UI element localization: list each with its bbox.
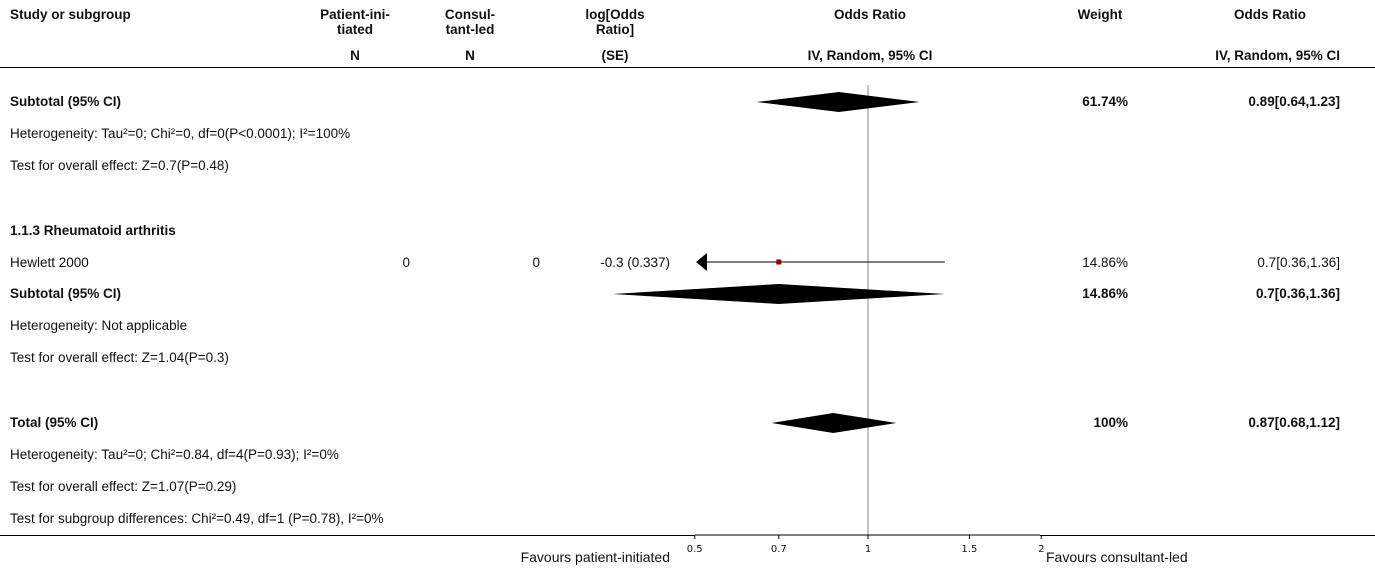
column-header-weight: Weight [1077,7,1123,22]
column-header-n2: N [465,48,475,63]
column-header-n1: N [350,48,360,63]
footer-divider-right [1040,535,1375,536]
column-header-estimate-line1: log[Odds [585,7,645,22]
column-header-group1-line1: Patient-ini- [320,7,390,22]
subtotal-1-ci: 0.89[0.64,1.23] [1248,94,1340,109]
summary-diamond [756,92,920,112]
total-overall-effect: Test for overall effect: Z=1.07(P=0.29) [10,479,237,494]
header-divider [0,67,1375,68]
x-tick-label: 1.5 [961,544,977,555]
column-header-group2-line1: Consul- [444,7,496,22]
column-header-or-method: IV, Random, 95% CI [1215,48,1340,63]
summary-diamond [612,284,945,304]
x-tick-label: 2 [1038,544,1044,555]
x-tick-label: 0.5 [687,544,703,555]
study-label: Hewlett 2000 [10,255,89,270]
subtotal-1-overall-effect: Test for overall effect: Z=0.7(P=0.48) [10,158,229,173]
total-label: Total (95% CI) [10,415,99,430]
subtotal-1-weight: 61.74% [1082,94,1128,109]
column-header-group1-line2: tiated [336,22,373,37]
column-header-se: (SE) [601,48,629,63]
point-estimate [776,259,782,265]
subgroup-differences-test: Test for subgroup differences: Chi²=0.49… [10,511,384,526]
subtotal-2-weight: 14.86% [1082,286,1128,301]
study-weight: 14.86% [1082,255,1128,270]
study-n1: 0 [402,255,410,270]
column-header-estimate-line2: Ratio] [595,22,635,37]
x-tick-label: 0.7 [771,544,787,555]
study-estimate: -0.3 (0.337) [600,255,670,270]
column-header-plot: Odds Ratio [833,7,906,22]
favours-right-label: Favours consultant-led [1046,549,1188,565]
subtotal-2-overall-effect: Test for overall effect: Z=1.04(P=0.3) [10,350,229,365]
total-ci: 0.87[0.68,1.12] [1248,415,1340,430]
favours-left-label: Favours patient-initiated [520,549,670,565]
column-header-group2-line2: tant-led [445,22,495,37]
total-weight: 100% [1093,415,1128,430]
subtotal-2-heterogeneity: Heterogeneity: Not applicable [10,318,188,333]
column-header-odds-ratio: Odds Ratio [1233,7,1306,22]
total-heterogeneity: Heterogeneity: Tau²=0; Chi²=0.84, df=4(P… [10,447,339,462]
study-ci: 0.7[0.36,1.36] [1257,255,1340,270]
column-header-study: Study or subgroup [10,7,131,22]
ci-arrow-left [696,253,707,271]
column-header-plot-method: IV, Random, 95% CI [807,48,933,63]
subtotal-1-heterogeneity: Heterogeneity: Tau²=0; Chi²=0, df=0(P<0.… [10,126,351,141]
subgroup-2-heading: 1.1.3 Rheumatoid arthritis [10,223,176,238]
subtotal-2-ci: 0.7[0.36,1.36] [1255,286,1340,301]
subtotal-2-label: Subtotal (95% CI) [10,286,122,301]
study-n2: 0 [532,255,540,270]
subtotal-1-label: Subtotal (95% CI) [10,94,122,109]
footer-divider-left [0,535,695,536]
x-tick-label: 1 [865,544,871,555]
summary-diamond [771,413,897,433]
